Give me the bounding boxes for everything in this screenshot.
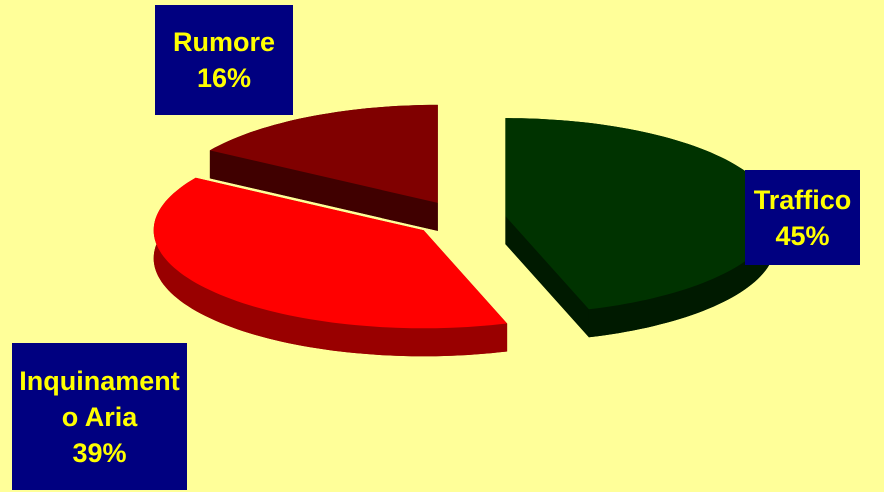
category-label: Inquinamento Aria <box>19 365 180 432</box>
data-label: Traffico 45% <box>745 170 860 265</box>
category-label: Traffico <box>753 184 852 215</box>
slice-edge <box>209 150 438 231</box>
data-label: Inquinamento Aria 39% <box>12 343 187 490</box>
slice-side <box>153 177 508 357</box>
value-label: 39% <box>72 437 127 468</box>
slice-edge <box>505 216 589 338</box>
slice <box>209 104 438 203</box>
slice <box>153 177 508 329</box>
category-label: Rumore <box>172 27 275 57</box>
data-label: Rumore 16% <box>155 5 293 115</box>
value-label: 16% <box>196 63 252 93</box>
value-label: 45% <box>775 220 830 251</box>
slice <box>505 118 776 310</box>
